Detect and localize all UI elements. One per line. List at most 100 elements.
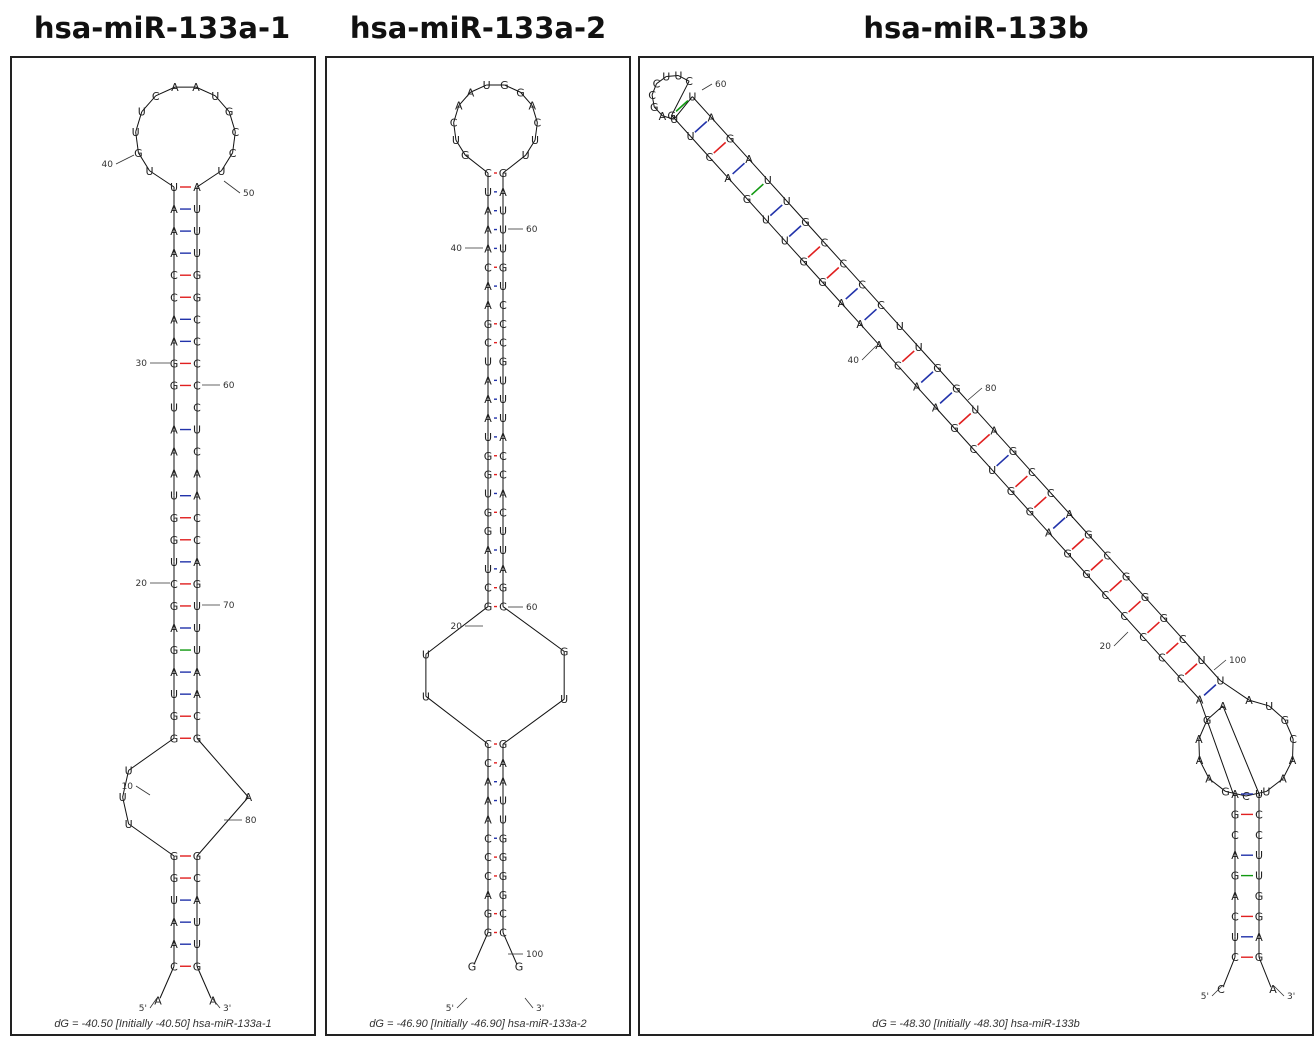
position-label: 50 [243, 189, 255, 199]
panel-title-1: hsa-miR-133a-1 [33, 11, 291, 45]
nucleotide: U [1265, 700, 1273, 713]
backbone-segment [692, 96, 712, 118]
position-label: 60 [526, 225, 538, 235]
backbone-segment [128, 823, 175, 857]
label-tick [135, 785, 151, 796]
nucleotide: C [450, 117, 458, 130]
backbone-segment [1012, 450, 1033, 473]
backbone-segment [1258, 957, 1272, 988]
backbone-segment [937, 367, 957, 389]
nucleotide: G [650, 101, 659, 114]
backbone-segment [1198, 719, 1208, 740]
backbone-segment [155, 86, 176, 97]
backbone-segment [1198, 738, 1201, 760]
backbone-segment [840, 302, 861, 325]
backbone-segment [673, 96, 693, 120]
backbone-segment [729, 137, 750, 160]
panel-title-2: hsa-miR-133a-2 [349, 11, 607, 45]
backbone-segment [974, 409, 995, 431]
backbone-segment [935, 407, 955, 429]
base-pair-bond [901, 350, 915, 363]
label-tick [456, 997, 468, 1009]
backbone-segment [159, 966, 175, 999]
position-label: 80 [985, 384, 997, 394]
position-label: 3' [536, 1004, 544, 1014]
nucleotide: U [670, 113, 678, 126]
nucleotide: G [225, 106, 234, 119]
base-pair-bond [732, 162, 746, 175]
nucleotide: C [152, 90, 160, 103]
base-pair-bond [1109, 579, 1123, 592]
position-label: 5' [139, 1004, 147, 1014]
nucleotide: A [1245, 694, 1253, 707]
nucleotide: A [209, 994, 217, 1007]
backbone-segment [1201, 659, 1221, 681]
base-pair-bond [788, 225, 802, 238]
backbone-segment [1282, 759, 1293, 779]
backbone-segment [1069, 513, 1089, 535]
backbone-segment [1291, 738, 1294, 760]
backbone-segment [671, 80, 690, 116]
backbone-segment [678, 75, 690, 82]
base-pair-bond [1071, 538, 1085, 550]
base-pair-bond [807, 246, 821, 258]
backbone-segment [425, 606, 489, 655]
position-label: 40 [848, 356, 860, 366]
base-pair-bond [864, 308, 878, 321]
label-tick [1211, 985, 1223, 997]
backbone-segment [1284, 719, 1294, 740]
backbone-segment [727, 177, 748, 200]
backbone-segment [196, 966, 212, 999]
position-label: 5' [1201, 992, 1209, 1002]
structure-diagram-2: GUCAAUGGACUUCGUAAUAUAUCGAUACGCCCUGAUAUAU… [422, 79, 569, 1014]
backbone-segment [666, 75, 679, 77]
base-pair-bond [1128, 600, 1142, 613]
backbone-segment [453, 105, 460, 123]
backbone-segment [784, 240, 804, 262]
position-label: 40 [451, 244, 463, 254]
backbone-segment [196, 170, 222, 188]
nucleotide: U [452, 134, 460, 147]
energy-caption-1: dG = -40.50 [Initially -40.50] hsa-miR-1… [54, 1018, 272, 1030]
backbone-segment [746, 198, 767, 221]
nucleotide: G [500, 79, 509, 92]
backbone-segment [956, 388, 976, 410]
position-label: 20 [451, 622, 463, 632]
panel-title-3: hsa-miR-133b [863, 11, 1089, 45]
backbone-segment [520, 91, 533, 106]
backbone-segment [196, 796, 249, 857]
nucleotide: A [1279, 773, 1287, 786]
nucleotide: A [528, 100, 536, 113]
position-label: 10 [122, 782, 134, 792]
backbone-segment [195, 86, 216, 97]
nucleotide: U [138, 106, 146, 119]
nucleotide: U [560, 693, 568, 706]
structure-diagram-1: UGUUCAAUGCCUUAAUAUAUCGCGACACGCGCUCAUACAA… [102, 81, 257, 1014]
label-tick [1213, 659, 1227, 671]
backbone-segment [899, 325, 920, 348]
backbone-segment [708, 156, 729, 179]
backbone-segment [1199, 759, 1210, 779]
nucleotide: U [132, 126, 140, 139]
energy-caption-2: dG = -46.90 [Initially -46.90] hsa-miR-1… [369, 1018, 587, 1030]
nucleotide: C [1242, 790, 1250, 803]
base-pair-bond [977, 433, 991, 446]
backbone-segment [122, 797, 130, 825]
backbone-segment [1050, 492, 1070, 515]
backbone-segment [232, 131, 236, 153]
nucleotide: C [685, 75, 693, 88]
backbone-segment [786, 200, 806, 223]
backbone-segment [822, 281, 842, 304]
position-label: 80 [245, 816, 257, 826]
backbone-segment [1086, 573, 1106, 596]
nucleotide: U [146, 165, 154, 178]
backbone-segment [972, 448, 993, 471]
label-tick [223, 180, 241, 194]
backbone-segment [710, 117, 731, 139]
nucleotide: C [653, 78, 661, 91]
backbone-segment [1144, 596, 1165, 619]
base-pair-bond [1033, 496, 1047, 509]
backbone-segment [525, 139, 536, 156]
